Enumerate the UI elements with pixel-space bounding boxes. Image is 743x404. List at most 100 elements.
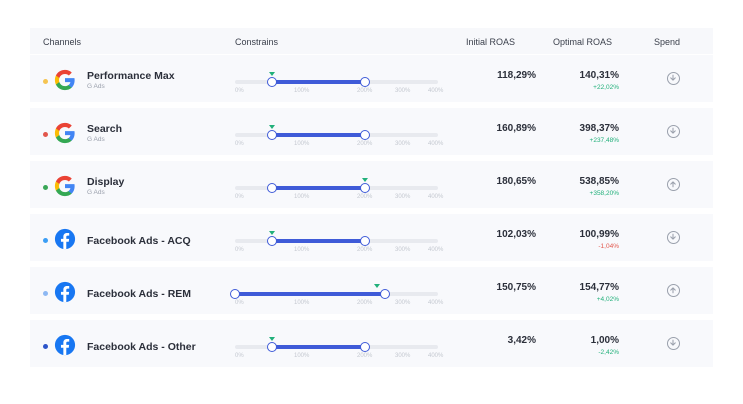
slider-tick-label: 0% [235,141,244,147]
roas-delta: +358,20% [589,190,619,197]
slider-tick-label: 100% [294,194,310,200]
roas-delta: +4,02% [596,296,619,303]
slider-tick-label: 100% [294,247,310,253]
optimal-roas-value: 140,31% [579,70,619,81]
slider-tick-label: 200% [357,88,373,94]
current-value-marker [268,125,275,129]
constraint-slider[interactable]: 0% 100% 200% 300% 400% [235,178,455,203]
current-value-marker [361,178,368,182]
slider-tick-label: 200% [357,300,373,306]
arrow-down-circle-icon[interactable] [667,231,680,244]
slider-tick-label: 0% [235,247,244,253]
channel-name: Facebook Ads - ACQ [87,235,191,247]
optimal-roas-value: 100,99% [579,229,619,240]
constraint-slider[interactable]: 0% 100% 200% 300% 400% [235,72,455,97]
slider-tick-label: 300% [395,300,411,306]
slider-tick-label: 400% [428,88,444,94]
slider-max-handle[interactable] [359,342,370,352]
table-row: Facebook Ads - REM 0% 100% 200% 300% 400% 150,… [30,267,713,314]
initial-roas-value: 102,03% [496,229,536,240]
table-row: Display G Ads 0% 100% 200% 300% 400% 180,65% 538… [30,161,713,208]
slider-tick-label: 100% [294,300,310,306]
slider-min-handle[interactable] [230,289,240,299]
header-constraints: Constrains [235,37,279,47]
slider-tick-label: 300% [395,353,411,359]
arrow-down-circle-icon[interactable] [667,125,680,138]
roas-delta: -1,04% [598,243,619,250]
initial-roas-value: 180,65% [496,176,536,187]
facebook-logo-icon [54,334,76,356]
slider-range [271,239,365,243]
roas-delta: +237,48% [589,137,619,144]
current-value-marker [268,72,275,76]
table-header: Channels Constrains Initial ROAS Optimal… [30,28,713,54]
table-row: Facebook Ads - ACQ 0% 100% 200% 300% 400% 102,… [30,214,713,261]
slider-tick-label: 0% [235,194,244,200]
google-logo-icon [54,175,76,197]
slider-min-handle[interactable] [266,236,277,246]
slider-tick-label: 200% [357,141,373,147]
slider-max-handle[interactable] [359,130,370,140]
current-value-marker [268,231,275,235]
facebook-logo-icon [54,228,76,250]
table-row: Facebook Ads - Other 0% 100% 200% 300% 400% 3,… [30,320,713,367]
header-optimal-roas: Optimal ROAS [553,37,613,47]
channel-name: Performance Max [87,70,175,82]
slider-tick-label: 0% [235,88,244,94]
channel-color-dot [43,238,48,243]
slider-max-handle[interactable] [359,236,370,246]
initial-roas-value: 160,89% [496,123,536,134]
slider-min-handle[interactable] [266,342,277,352]
slider-max-handle[interactable] [359,183,370,193]
slider-tick-label: 300% [395,141,411,147]
initial-roas-value: 150,75% [496,282,536,293]
slider-tick-label: 100% [294,141,310,147]
facebook-logo-icon [54,281,76,303]
constraint-slider[interactable]: 0% 100% 200% 300% 400% [235,337,455,362]
channel-color-dot [43,185,48,190]
optimal-roas-value: 538,85% [579,176,619,187]
slider-min-handle[interactable] [266,183,277,193]
constraint-slider[interactable]: 0% 100% 200% 300% 400% [235,231,455,256]
slider-tick-label: 400% [428,353,444,359]
channel-color-dot [43,132,48,137]
constraint-slider[interactable]: 0% 100% 200% 300% 400% [235,125,455,150]
channel-color-dot [43,79,48,84]
slider-tick-label: 0% [235,300,244,306]
optimal-roas-value: 1,00% [590,335,619,346]
table-row: Search G Ads 0% 100% 200% 300% 400% 160,89% 398,… [30,108,713,155]
channel-color-dot [43,291,48,296]
slider-tick-label: 200% [357,194,373,200]
channels-table: Channels Constrains Initial ROAS Optimal… [30,28,713,367]
channel-source: G Ads [87,189,105,196]
slider-min-handle[interactable] [266,77,277,87]
constraint-slider[interactable]: 0% 100% 200% 300% 400% [230,284,455,309]
current-value-marker [268,337,275,341]
arrow-down-circle-icon[interactable] [667,72,680,85]
slider-range [271,345,365,349]
slider-tick-label: 100% [294,353,310,359]
slider-tick-label: 400% [428,141,444,147]
slider-max-handle[interactable] [359,77,370,87]
google-logo-icon [54,69,76,91]
arrow-up-circle-icon[interactable] [667,178,680,191]
slider-tick-label: 100% [294,88,310,94]
slider-tick-label: 400% [428,300,444,306]
slider-tick-label: 200% [357,353,373,359]
channel-color-dot [43,344,48,349]
current-value-marker [374,284,381,288]
channel-source: G Ads [87,136,105,143]
roas-delta: +22,02% [593,84,619,91]
arrow-down-circle-icon[interactable] [667,337,680,350]
header-initial-roas: Initial ROAS [466,37,516,47]
channel-name: Search [87,123,123,135]
slider-tick-label: 300% [395,194,411,200]
slider-range [271,186,365,190]
optimal-roas-value: 154,77% [579,282,619,293]
arrow-up-circle-icon[interactable] [667,284,680,297]
slider-tick-label: 200% [357,247,373,253]
header-channels: Channels [43,37,82,47]
slider-range [235,292,386,296]
slider-max-handle[interactable] [380,289,391,299]
slider-min-handle[interactable] [266,130,277,140]
